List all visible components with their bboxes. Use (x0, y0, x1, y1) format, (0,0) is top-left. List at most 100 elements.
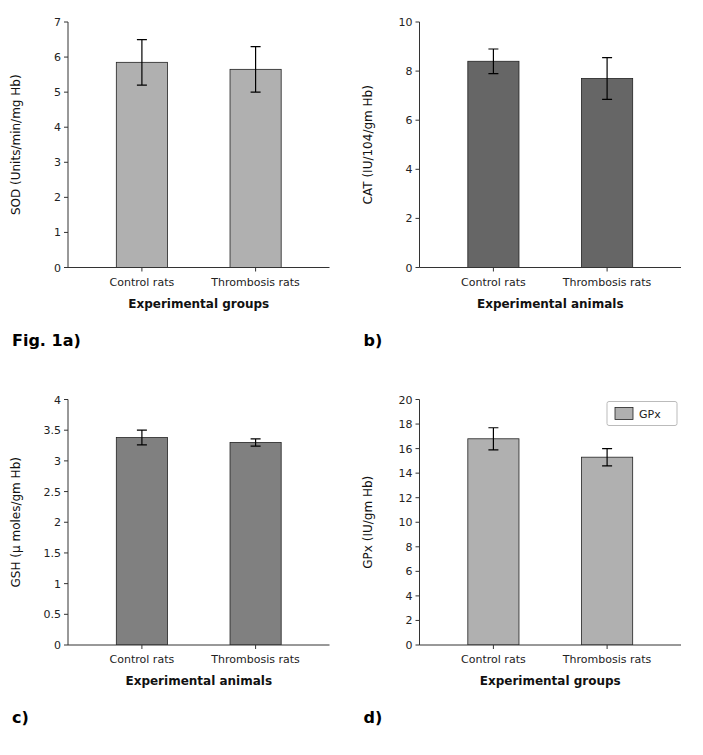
y-tick-label: 0 (406, 639, 413, 652)
legend-swatch (615, 408, 633, 420)
error-bar (488, 49, 498, 74)
y-tick-label: 20 (399, 394, 413, 407)
panel: 0246810Control ratsThrombosis ratsExperi… (361, 16, 682, 350)
y-tick-label: 14 (399, 467, 413, 480)
marks (116, 430, 281, 645)
panel-label: d) (364, 708, 383, 727)
x-tick-label: Control rats (461, 276, 526, 289)
y-tick (416, 71, 420, 72)
y-tick (416, 267, 420, 268)
x-axis-label: Experimental groups (480, 674, 621, 688)
bar (582, 78, 633, 267)
y-tick (64, 614, 68, 615)
x-tick (141, 268, 142, 272)
bar (468, 61, 519, 267)
x-tick-label: Thrombosis rats (562, 653, 652, 666)
y-tick-label: 3 (54, 156, 61, 169)
marks (116, 40, 281, 268)
figure: 01234567Control ratsThrombosis ratsExper… (0, 0, 703, 755)
x-axis-line (420, 645, 682, 646)
y-tick-label: 0 (54, 262, 61, 275)
y-tick (416, 399, 420, 400)
y-tick (416, 522, 420, 523)
y-tick (416, 424, 420, 425)
y-tick-label: 8 (406, 65, 413, 78)
bar (468, 439, 519, 645)
y-tick (416, 218, 420, 219)
y-tick (64, 552, 68, 553)
y-tick (64, 92, 68, 93)
y-tick (64, 232, 68, 233)
x-axis-line (68, 267, 330, 268)
y-tick-label: 4 (54, 394, 61, 407)
panel-label: b) (364, 331, 383, 350)
panel: 01234567Control ratsThrombosis ratsExper… (9, 16, 330, 350)
y-tick-label: 4 (54, 121, 61, 134)
x-tick-label: Thrombosis rats (210, 276, 300, 289)
y-tick-label: 10 (399, 516, 413, 529)
panel-label: c) (12, 708, 29, 727)
y-tick (416, 473, 420, 474)
y-tick (416, 120, 420, 121)
error-bar (602, 58, 612, 100)
y-tick-label: 2 (406, 614, 413, 627)
x-tick-label: Thrombosis rats (562, 276, 652, 289)
panel: 00.511.522.533.54Control ratsThrombosis … (9, 394, 330, 728)
y-tick-label: 1 (54, 226, 61, 239)
bar (116, 438, 167, 645)
y-tick (416, 497, 420, 498)
y-tick-label: 2.5 (44, 486, 62, 499)
y-tick-label: 8 (406, 541, 413, 554)
x-tick (141, 645, 142, 649)
error-bar (251, 439, 261, 446)
y-tick (416, 645, 420, 646)
y-tick (64, 430, 68, 431)
y-tick (64, 460, 68, 461)
bar (230, 442, 281, 645)
y-tick (64, 491, 68, 492)
bar (116, 62, 167, 267)
x-tick-label: Control rats (110, 653, 175, 666)
y-tick-label: 2 (54, 191, 61, 204)
y-tick (64, 645, 68, 646)
y-tick (416, 448, 420, 449)
y-tick (64, 127, 68, 128)
y-tick (64, 57, 68, 58)
legend: GPx (607, 402, 677, 426)
panel-label: Fig. 1a) (12, 331, 81, 350)
y-axis-line (68, 400, 69, 646)
y-tick (64, 162, 68, 163)
error-bar (602, 449, 612, 466)
x-tick-label: Control rats (110, 276, 175, 289)
y-tick-label: 3 (54, 455, 61, 468)
x-tick-label: Thrombosis rats (210, 653, 300, 666)
y-tick-label: 16 (399, 443, 413, 456)
x-tick (493, 268, 494, 272)
y-tick (416, 571, 420, 572)
x-tick-label: Control rats (461, 653, 526, 666)
y-tick-label: 10 (399, 16, 413, 29)
y-axis-label: CAT (IU/104/gm Hb) (361, 85, 375, 204)
y-tick-label: 7 (54, 16, 61, 29)
y-tick-label: 1 (54, 578, 61, 591)
y-tick-label: 12 (399, 492, 413, 505)
y-tick (64, 197, 68, 198)
y-axis-line (68, 22, 69, 268)
marks (468, 428, 633, 645)
y-tick (416, 22, 420, 23)
panel: 02468101214161820Control ratsThrombosis … (361, 394, 682, 728)
y-tick (416, 546, 420, 547)
y-axis-line (419, 22, 420, 268)
y-tick-label: 2 (406, 212, 413, 225)
x-axis-label: Experimental groups (128, 297, 269, 311)
marks (468, 49, 633, 267)
y-tick (64, 267, 68, 268)
y-axis-label: GPx (IU/gm Hb) (361, 476, 375, 569)
y-tick (416, 169, 420, 170)
y-tick-label: 4 (406, 590, 413, 603)
y-axis-line (419, 400, 420, 646)
x-axis-label: Experimental animals (125, 674, 272, 688)
x-tick (255, 268, 256, 272)
y-tick-label: 0 (54, 639, 61, 652)
y-tick (64, 399, 68, 400)
